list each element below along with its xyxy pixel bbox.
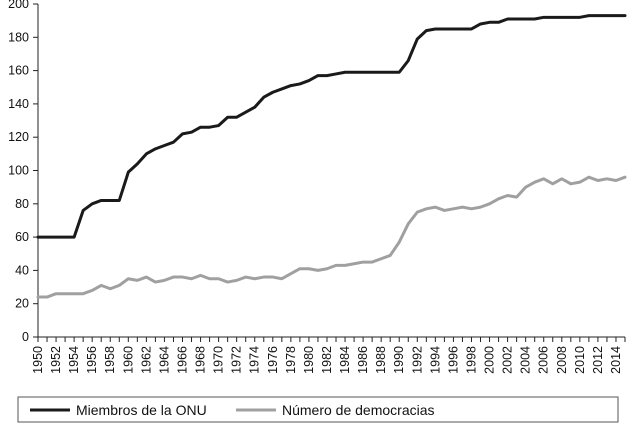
- series-line-onu: [36, 14, 627, 239]
- y-tick-label: 100: [8, 164, 29, 178]
- x-tick-label: 1958: [103, 346, 117, 374]
- y-tick-label: 180: [8, 30, 29, 44]
- x-tick-label: 1984: [338, 346, 352, 374]
- x-tick-label: 1980: [302, 346, 316, 374]
- x-tick-label: 2000: [483, 346, 497, 374]
- x-tick-label: 1962: [139, 346, 153, 374]
- x-tick-label: 1994: [428, 346, 442, 374]
- x-tick-label: 1950: [31, 346, 45, 374]
- x-tick-label: 1996: [446, 346, 460, 374]
- x-tick-label: 1952: [49, 346, 63, 374]
- x-tick-label: 1992: [410, 346, 424, 374]
- x-tick-label: 1970: [212, 346, 226, 374]
- y-tick-label: 120: [8, 130, 29, 144]
- y-tick-label: 140: [8, 97, 29, 111]
- y-tick-label: 80: [15, 197, 29, 211]
- x-tick-label: 2008: [555, 346, 569, 374]
- legend: Miembros de la ONU Número de democracias: [17, 396, 619, 423]
- legend-label-onu: Miembros de la ONU: [76, 402, 207, 418]
- y-axis: 0 20 40 60 80 100 120 140 160 180 200: [8, 0, 39, 344]
- y-tick-label: 60: [15, 230, 29, 244]
- y-tick-label: 0: [22, 330, 29, 344]
- y-tick-label: 20: [15, 297, 29, 311]
- x-tick-label: 1954: [67, 346, 81, 374]
- x-tick-label: 1986: [356, 346, 370, 374]
- series-line-democracias: [36, 175, 627, 299]
- legend-box: [17, 396, 619, 423]
- x-tick-label: 1972: [230, 346, 244, 374]
- x-tick-label: 2002: [501, 346, 515, 374]
- x-tick-label: 1968: [194, 346, 208, 374]
- x-tick-label: 2012: [591, 346, 605, 374]
- x-tick-label: 1956: [85, 346, 99, 374]
- legend-label-democracias: Número de democracias: [282, 402, 435, 418]
- x-tick-label: 1964: [157, 346, 171, 374]
- x-tick-label: 2006: [537, 346, 551, 374]
- x-tick-label: 1990: [392, 346, 406, 374]
- x-tick-label: 1978: [284, 346, 298, 374]
- y-tick-label: 160: [8, 64, 29, 78]
- x-axis: 1950 1952 1954 1956 1958 1960 1962 1964 1966 1968…: [31, 336, 626, 374]
- x-tick-label: 1998: [464, 346, 478, 374]
- y-tick-label: 200: [8, 0, 29, 11]
- x-tick-label: 1988: [374, 346, 388, 374]
- y-tick-label: 40: [15, 263, 29, 277]
- x-tick-label: 1976: [266, 346, 280, 374]
- x-tick-label: 1960: [121, 346, 135, 374]
- x-tick-label: 2014: [609, 346, 623, 374]
- x-tick-label: 1982: [320, 346, 334, 374]
- x-tick-label: 1966: [175, 346, 189, 374]
- x-tick-label: 2004: [519, 346, 533, 374]
- x-tick-label: 1974: [248, 346, 262, 374]
- series-layer: [36, 14, 627, 299]
- x-tick-label: 2010: [573, 346, 587, 374]
